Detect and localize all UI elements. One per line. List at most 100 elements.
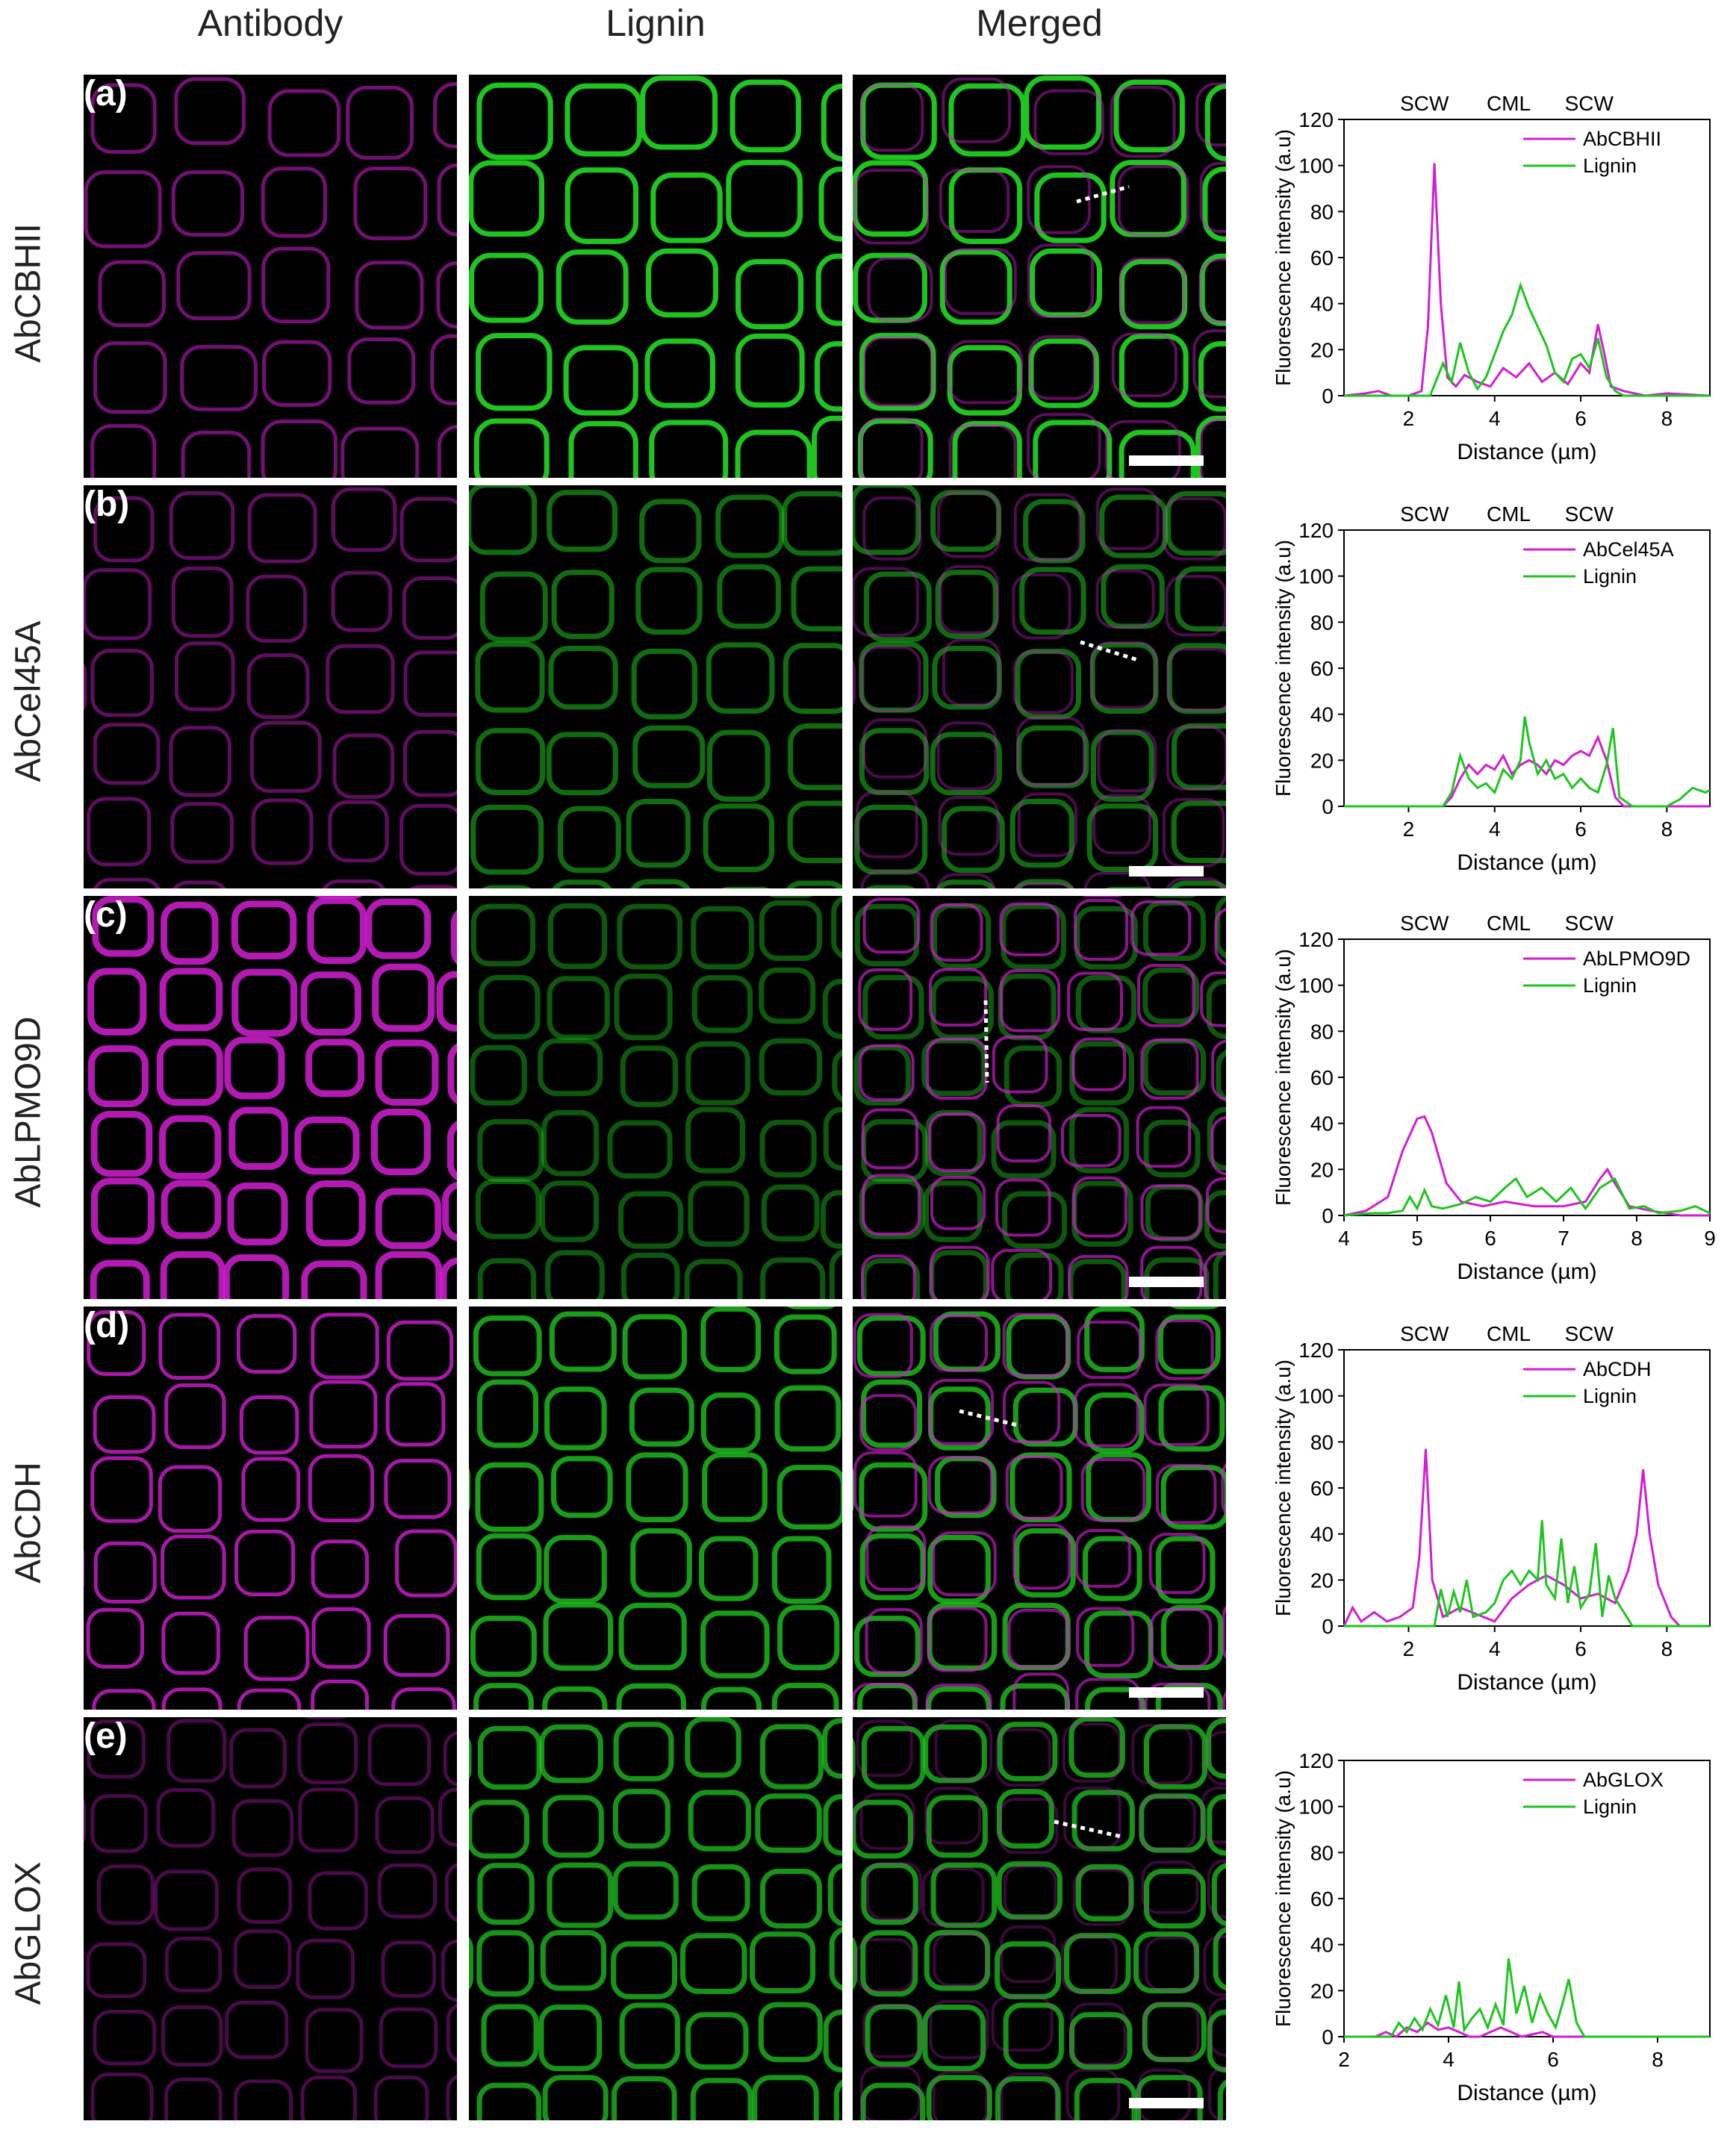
region-label: CML	[1487, 502, 1531, 526]
y-tick-label: 80	[1310, 200, 1334, 223]
x-tick-label: 5	[1411, 1227, 1423, 1250]
region-label: SCW	[1400, 502, 1449, 526]
y-tick-label: 0	[1322, 384, 1334, 408]
legend-label: Lignin	[1583, 565, 1637, 588]
scale-bar	[1129, 2098, 1204, 2108]
x-tick-label: 8	[1661, 407, 1673, 430]
series-line	[1344, 2021, 1710, 2038]
y-tick-label: 80	[1310, 1430, 1334, 1454]
micrograph-antibody: (c)	[84, 896, 457, 1299]
region-label: CML	[1487, 92, 1531, 115]
y-tick-label: 0	[1322, 795, 1334, 818]
row-label-b: AbCel45A	[8, 620, 49, 782]
micrograph-merged	[853, 1717, 1226, 2120]
y-tick-label: 40	[1310, 1934, 1334, 1957]
y-tick-label: 0	[1322, 1615, 1334, 1638]
y-tick-label: 0	[1322, 2025, 1334, 2049]
x-tick-label: 6	[1575, 407, 1587, 430]
series-line	[1343, 163, 1711, 397]
profile-line	[1076, 184, 1130, 204]
scale-bar	[1129, 866, 1204, 876]
x-tick-label: 8	[1661, 818, 1673, 841]
scale-bar	[1129, 455, 1204, 466]
series-line	[1343, 1448, 1710, 1628]
profile-plot-a: 0 20 40 60 80 100 120 2 4 6 8 Distance (µm) Fluoresc…	[1262, 90, 1725, 478]
micrograph-merged	[853, 485, 1226, 888]
region-label: SCW	[1400, 912, 1449, 935]
y-tick-label: 40	[1310, 1112, 1334, 1136]
profile-plot-svg: 0 20 40 60 80 100 120 2 4 6 8 Distance (µm) Fluoresc…	[1272, 502, 1711, 875]
micrograph-antibody: (d)	[84, 1307, 457, 1710]
plot-frame	[1343, 938, 1711, 1216]
profile-line	[1080, 640, 1141, 663]
region-label: SCW	[1565, 502, 1614, 526]
legend-label: Lignin	[1583, 155, 1637, 177]
x-tick-label: 4	[1489, 407, 1501, 430]
y-tick-label: 60	[1310, 246, 1334, 270]
legend-label: AbCDH	[1583, 1358, 1652, 1380]
x-axis-label: Distance (µm)	[1457, 1259, 1596, 1284]
profile-plot-svg: 0 20 40 60 80 100 120 4 5 6 7 8 9 Distance (µm) Fluore…	[1272, 912, 1716, 1284]
region-label: CML	[1487, 1322, 1531, 1345]
y-tick-label: 120	[1298, 519, 1334, 542]
x-tick-label: 2	[1403, 407, 1415, 430]
row-label-e: AbGLOX	[8, 1861, 49, 2005]
profile-plot-svg: 0 20 40 60 80 100 120 2 4 6 8 Distance (µm) Fluoresc…	[1272, 1749, 1711, 2105]
y-tick-label: 60	[1310, 1477, 1334, 1500]
y-tick-label: 40	[1310, 703, 1334, 726]
y-tick-label: 60	[1310, 1066, 1334, 1089]
x-tick-label: 6	[1575, 818, 1587, 841]
y-tick-label: 120	[1298, 1339, 1334, 1362]
profile-plot-svg: 0 20 40 60 80 100 120 2 4 6 8 Distance (µm) Fluoresc…	[1272, 1322, 1711, 1695]
profile-plot-d: 0 20 40 60 80 100 120 2 4 6 8 Distance (µm) Fluoresc…	[1262, 1320, 1725, 1708]
y-tick-label: 80	[1310, 1020, 1334, 1043]
column-header-merged: Merged	[976, 2, 1103, 44]
y-tick-label: 20	[1310, 749, 1334, 772]
region-label: SCW	[1565, 92, 1614, 115]
x-tick-label: 8	[1631, 1227, 1643, 1250]
x-tick-label: 2	[1338, 2048, 1350, 2071]
legend-label: Lignin	[1583, 974, 1637, 997]
legend-label: Lignin	[1583, 1796, 1637, 1818]
micrograph-lignin	[469, 75, 842, 478]
panel-letter: (a)	[84, 75, 128, 113]
y-tick-label: 60	[1310, 657, 1334, 680]
y-tick-label: 20	[1310, 1158, 1334, 1181]
micrograph-antibody: (b)	[84, 485, 457, 888]
y-tick-label: 20	[1310, 1979, 1334, 2002]
y-axis-label: Fluorescence intensity (a.u)	[1272, 540, 1295, 797]
x-tick-label: 6	[1575, 1637, 1587, 1660]
micrograph-merged	[853, 75, 1226, 478]
region-label: SCW	[1565, 1322, 1614, 1345]
region-label: SCW	[1400, 92, 1449, 115]
scale-bar	[1129, 1687, 1204, 1698]
series-line	[1343, 1115, 1710, 1217]
plot-frame	[1343, 1349, 1711, 1627]
micrograph-lignin	[469, 485, 842, 888]
series-line	[1343, 1177, 1711, 1217]
plot-frame	[1343, 119, 1711, 396]
x-axis-label: Distance (µm)	[1457, 2081, 1596, 2105]
panel-letter: (e)	[84, 1717, 128, 1756]
column-header-antibody: Antibody	[197, 2, 343, 44]
profile-line	[1054, 1819, 1122, 1839]
y-axis-label: Fluorescence intensity (a.u)	[1272, 1770, 1295, 2027]
y-tick-label: 100	[1298, 1796, 1334, 1819]
y-axis-label: Fluorescence intensity (a.u)	[1272, 949, 1295, 1206]
scale-bar	[1129, 1277, 1204, 1287]
series-line	[1344, 1520, 1710, 1628]
panel-letter: (d)	[84, 1307, 130, 1345]
micrograph-merged	[853, 896, 1226, 1299]
region-label: CML	[1487, 912, 1531, 935]
x-axis-label: Distance (µm)	[1457, 1670, 1596, 1695]
x-tick-label: 8	[1652, 2048, 1664, 2071]
series-line	[1344, 734, 1710, 808]
panel-letter: (b)	[84, 485, 130, 524]
row-label-a: AbCBHII	[8, 223, 49, 363]
y-tick-label: 120	[1298, 108, 1334, 131]
y-axis-label: Fluorescence intensity (a.u)	[1272, 1360, 1295, 1616]
micrograph-merged	[853, 1307, 1226, 1710]
x-tick-label: 7	[1558, 1227, 1569, 1250]
y-tick-label: 80	[1310, 611, 1334, 634]
y-tick-label: 100	[1298, 565, 1334, 588]
